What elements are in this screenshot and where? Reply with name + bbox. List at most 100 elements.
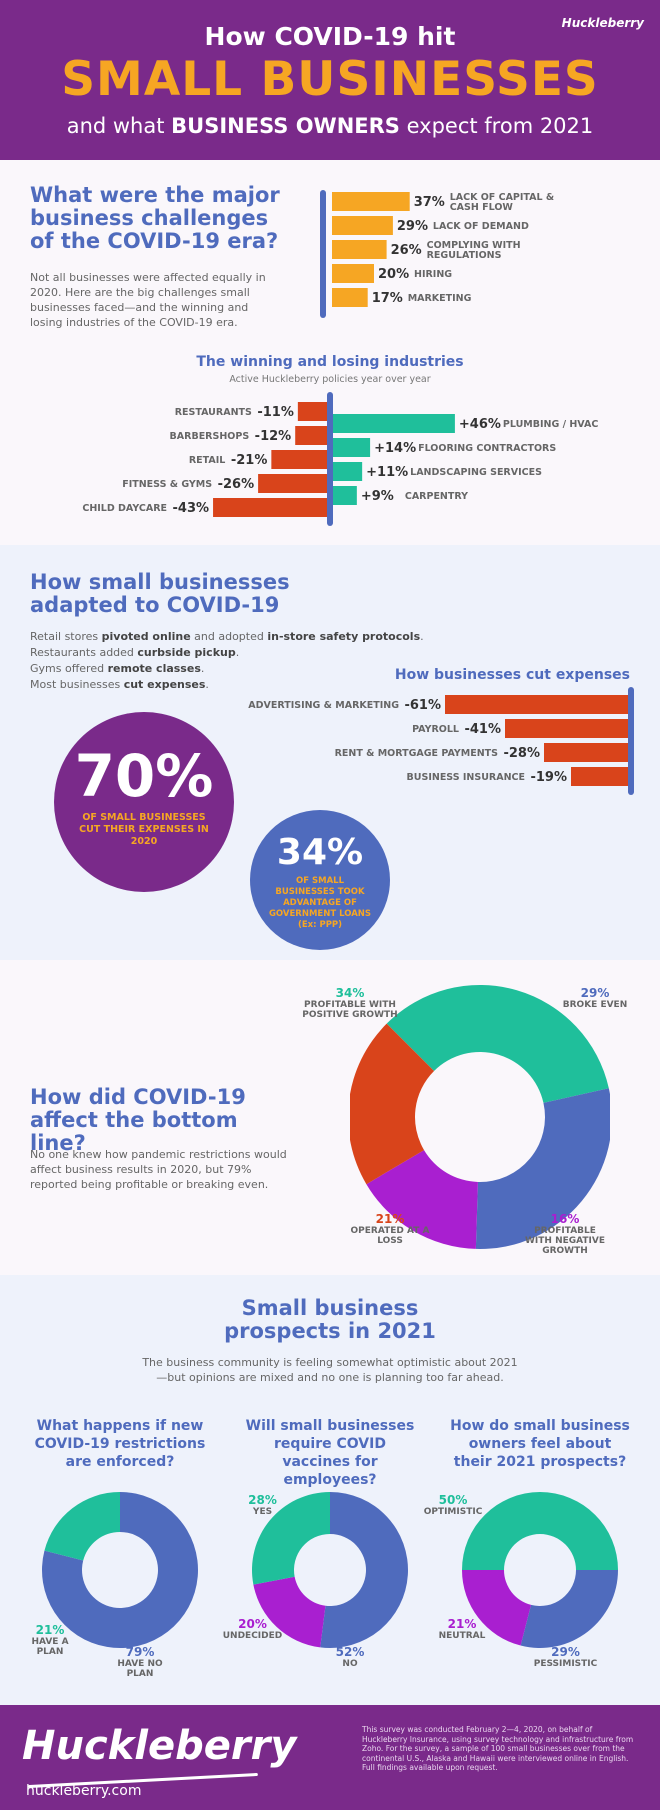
expense-value: -61%: [404, 698, 441, 713]
donut-slice: [366, 1150, 478, 1249]
donut-slice: [252, 1492, 330, 1585]
label-pessimistic: 29% PESSIMISTIC: [533, 1645, 598, 1669]
winning-label: CARPENTRY: [405, 491, 468, 502]
label-undecided: 20% UNDECIDED: [222, 1617, 283, 1641]
losing-label: CHILD DAYCARE: [82, 503, 167, 514]
prospects-donut: [462, 1492, 618, 1648]
donut-slice: [42, 1492, 199, 1648]
losing-value: -11%: [257, 405, 294, 420]
winning-bar: [333, 414, 455, 433]
stat-70-circle: 70% OF SMALL BUSINESSES CUT THEIR EXPENS…: [54, 712, 234, 892]
losing-label: RESTAURANTS: [175, 407, 252, 418]
vaccines-donut: [252, 1492, 408, 1648]
footer-logo[interactable]: Huckleberry: [22, 1723, 297, 1769]
footer-note: This survey was conducted February 2—4, …: [362, 1725, 634, 1772]
expense-value: -19%: [530, 770, 567, 785]
challenges-chart: 37% LACK OF CAPITAL &CASH FLOW 29% LACK OF …: [320, 190, 554, 318]
losing-label: FITNESS & GYMS: [122, 479, 212, 490]
challenge-label: REGULATIONS: [427, 250, 502, 261]
stat-70-text: OF SMALL BUSINESSES CUT THEIR EXPENSES I…: [79, 812, 209, 847]
expense-bar: [505, 719, 628, 738]
q-restrictions: What happens if new COVID-19 restriction…: [34, 1418, 206, 1470]
restrictions-donut: [42, 1492, 199, 1648]
challenge-label: HIRING: [414, 269, 452, 280]
label-have-plan: 21% HAVE A PLAN: [31, 1623, 69, 1657]
losing-label: BARBERSHOPS: [170, 431, 250, 442]
challenge-bar: [332, 240, 387, 259]
expenses-chart: -61% ADVERTISING & MARKETING -41% PAYROLL -2…: [248, 687, 634, 795]
expense-bar: [544, 743, 628, 762]
challenge-value: 26%: [391, 243, 422, 258]
losing-value: -21%: [231, 453, 268, 468]
losing-value: -26%: [218, 477, 255, 492]
challenges-title: What were the major business challenges …: [30, 183, 280, 253]
winning-value: +14%: [374, 441, 416, 456]
donut-label-negative: 16% PROFITABLE WITH NEGATIVE GROWTH: [524, 1212, 605, 1256]
label-yes: 28% YES: [248, 1493, 277, 1517]
expenses-axis: [628, 687, 634, 795]
industries-subtitle: Active Huckleberry policies year over ye…: [229, 374, 431, 385]
adapted-title: How small businesses adapted to COVID-19: [30, 570, 290, 617]
donut-slice: [475, 1088, 610, 1249]
adapted-line-4: Most businesses cut expenses.: [30, 678, 209, 691]
title-line-3-pre: and what: [66, 114, 172, 138]
industries-chart: -11% RESTAURANTS-12% BARBERSHOPS -21% RETAIL…: [82, 392, 598, 526]
title-line-3-bold: BUSINESS OWNERS: [171, 114, 400, 138]
challenge-label: LACK OF DEMAND: [433, 221, 529, 232]
winning-label: FLOORING CONTRACTORS: [418, 443, 556, 454]
winning-bar: [333, 438, 371, 457]
title-line-3: and what BUSINESS OWNERS expect from 202…: [0, 114, 660, 138]
expenses-title: How businesses cut expenses: [394, 667, 630, 683]
winning-value: +46%: [459, 417, 501, 432]
winning-label: LANDSCAPING SERVICES: [410, 467, 542, 478]
winning-value: +11%: [366, 465, 408, 480]
stat-34-text: OF SMALL BUSINESSES TOOK ADVANTAGE OF GO…: [268, 876, 372, 930]
challenge-bar: [332, 192, 410, 211]
bottom-line-title: How did COVID-19 affect the bottom line?: [30, 1085, 246, 1155]
donut-slice: [44, 1492, 120, 1561]
title-line-3-post: expect from 2021: [399, 114, 594, 138]
industries-title: The winning and losing industries: [196, 354, 464, 370]
losing-bar: [297, 402, 327, 421]
challenge-label: CASH FLOW: [450, 202, 514, 213]
expense-label: BUSINESS INSURANCE: [407, 772, 525, 783]
q-vaccines: Will small businesses require COVID vacc…: [245, 1418, 415, 1488]
donut-slice: [320, 1492, 408, 1648]
prospects-body: The business community is feeling somewh…: [142, 1356, 518, 1384]
stat-70-value: 70%: [74, 742, 214, 810]
winning-bar: [333, 462, 363, 481]
expense-value: -41%: [464, 722, 501, 737]
expense-bar: [571, 767, 628, 786]
losing-bar: [271, 450, 327, 469]
footer-url[interactable]: huckleberry.com: [26, 1783, 142, 1799]
q-prospects: How do small business owners feel about …: [450, 1418, 630, 1470]
challenge-value: 37%: [414, 195, 445, 210]
challenge-label: MARKETING: [408, 293, 472, 304]
losing-bar: [295, 426, 327, 445]
prospects-title: Small business prospects in 2021: [224, 1296, 436, 1343]
header-logo[interactable]: Huckleberry: [561, 16, 644, 30]
section-challenges: What were the major business challenges …: [0, 160, 660, 545]
losing-bar: [258, 474, 327, 493]
donut-label-broke-even: 29% BROKE EVEN: [562, 986, 628, 1010]
donut-slice: [253, 1576, 326, 1648]
bottom-line-donut: [350, 985, 610, 1249]
expense-bar: [445, 695, 628, 714]
title-line-1: How COVID-19 hit: [204, 22, 456, 51]
industries-axis: [327, 392, 333, 526]
challenge-value: 20%: [378, 267, 409, 282]
section-bottom-line: How did COVID-19 affect the bottom line?…: [0, 960, 660, 1275]
adapted-line-1: Retail stores pivoted online and adopted…: [30, 630, 424, 643]
stat-34-circle: 34% OF SMALL BUSINESSES TOOK ADVANTAGE O…: [250, 810, 390, 950]
challenge-value: 29%: [397, 219, 428, 234]
donut-slice: [386, 985, 609, 1103]
label-neutral: 21% NEUTRAL: [438, 1617, 486, 1641]
donut-label-loss: 21% OPERATED AT A LOSS: [350, 1212, 430, 1246]
donut-slice: [462, 1570, 532, 1646]
losing-value: -43%: [173, 501, 210, 516]
footer: Huckleberry huckleberry.com This survey …: [0, 1705, 660, 1810]
challenge-label: LACK OF CAPITAL &: [450, 192, 554, 203]
expense-label: ADVERTISING & MARKETING: [248, 700, 399, 711]
bottom-line-body: No one knew how pandemic restrictions wo…: [30, 1148, 287, 1191]
adapted-body: Retail stores pivoted online and adopted…: [30, 629, 450, 693]
